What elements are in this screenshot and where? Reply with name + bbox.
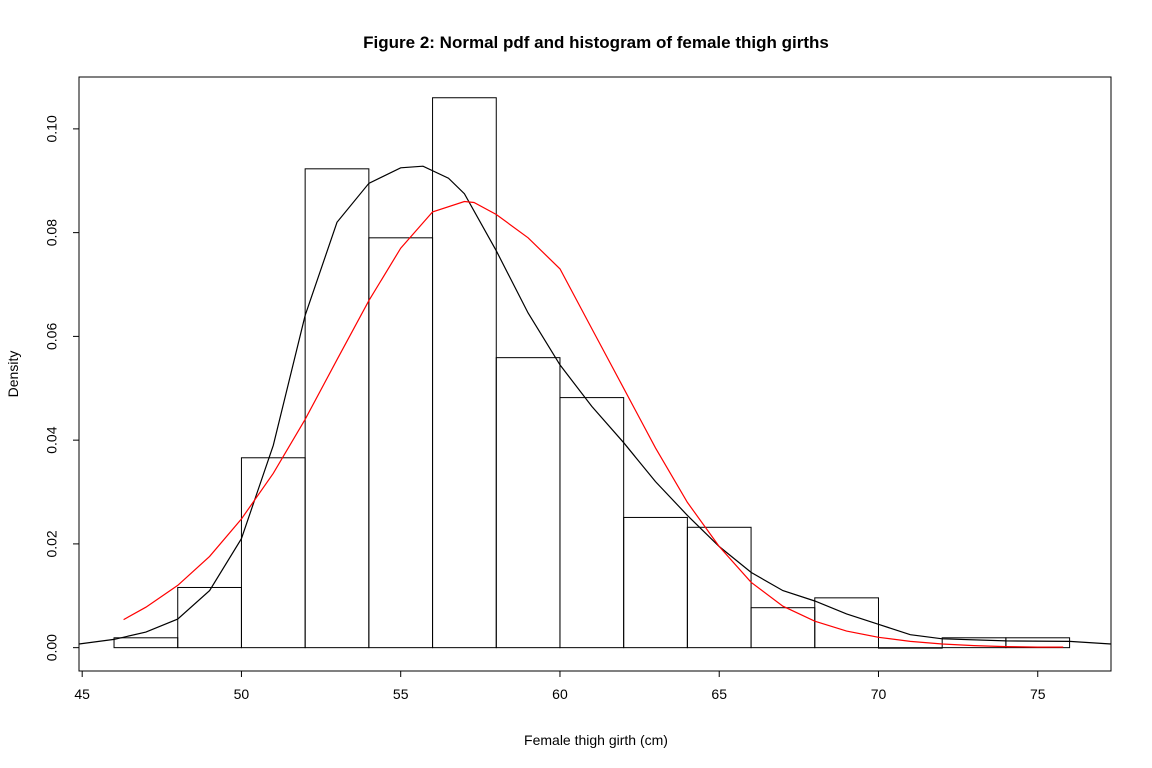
y-axis-label: Density [5, 351, 21, 398]
histogram-bar [368, 237, 434, 649]
density-curve [78, 165, 1112, 645]
y-axis: 0.00 0.02 0.04 0.06 0.08 0.10 [44, 115, 79, 661]
normal-pdf-curve [123, 200, 1064, 648]
histogram-bar [559, 397, 625, 649]
histogram [113, 97, 1071, 649]
curves [78, 165, 1112, 648]
y-tick-label: 0.02 [44, 530, 60, 557]
histogram-bar [495, 357, 561, 649]
histogram-bar [877, 647, 943, 649]
y-tick-label: 0.06 [44, 323, 60, 350]
histogram-bar [240, 457, 306, 649]
y-tick-label: 0.00 [44, 634, 60, 661]
x-tick-label: 45 [74, 686, 90, 702]
y-tick-label: 0.10 [44, 115, 60, 142]
histogram-bar [750, 607, 816, 649]
x-tick-label: 60 [552, 686, 568, 702]
plot-frame [78, 76, 1112, 672]
x-tick-label: 55 [393, 686, 409, 702]
histogram-bar [113, 637, 179, 649]
histogram-bar [686, 526, 752, 649]
histogram-bar [432, 97, 497, 649]
histogram-bar [177, 586, 242, 649]
x-tick-label: 75 [1030, 686, 1046, 702]
histogram-bar [304, 168, 370, 649]
x-tick-label: 50 [234, 686, 250, 702]
histogram-bar [814, 597, 879, 649]
histogram-bar [623, 516, 688, 649]
chart-title: Figure 2: Normal pdf and histogram of fe… [363, 33, 829, 52]
x-axis-label: Female thigh girth (cm) [524, 732, 668, 748]
x-tick-label: 70 [871, 686, 887, 702]
x-tick-label: 65 [711, 686, 727, 702]
y-tick-label: 0.08 [44, 219, 60, 246]
x-axis: 45 50 55 60 65 70 75 [74, 671, 1046, 702]
y-tick-label: 0.04 [44, 426, 60, 453]
